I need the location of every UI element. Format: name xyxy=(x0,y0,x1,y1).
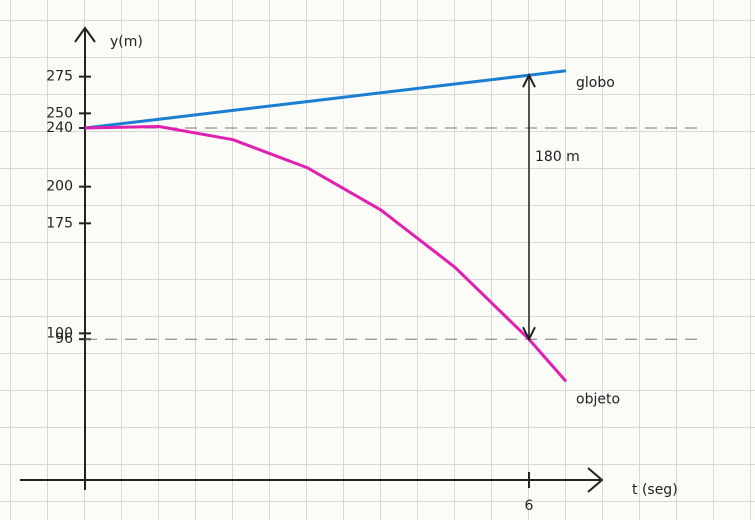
series-label: globo xyxy=(576,75,615,91)
series-line xyxy=(85,127,566,382)
graph-paper: y(m) t (seg) 275250240200175100966globoo… xyxy=(0,0,755,520)
y-tick-label: 240 xyxy=(46,120,73,136)
y-tick-label: 200 xyxy=(46,179,73,195)
y-tick-label: 96 xyxy=(55,331,73,347)
x-tick-label: 6 xyxy=(525,498,534,514)
series-label: objeto xyxy=(576,391,620,407)
y-tick-label: 250 xyxy=(46,105,73,121)
y-tick-label: 275 xyxy=(46,69,73,85)
series-line xyxy=(85,71,566,128)
chart: y(m) t (seg) 275250240200175100966globoo… xyxy=(0,0,755,520)
x-axis-label: t (seg) xyxy=(632,482,678,498)
annotation: 180 m xyxy=(535,149,580,165)
y-axis-label: y(m) xyxy=(110,34,143,50)
y-tick-label: 175 xyxy=(46,215,73,231)
